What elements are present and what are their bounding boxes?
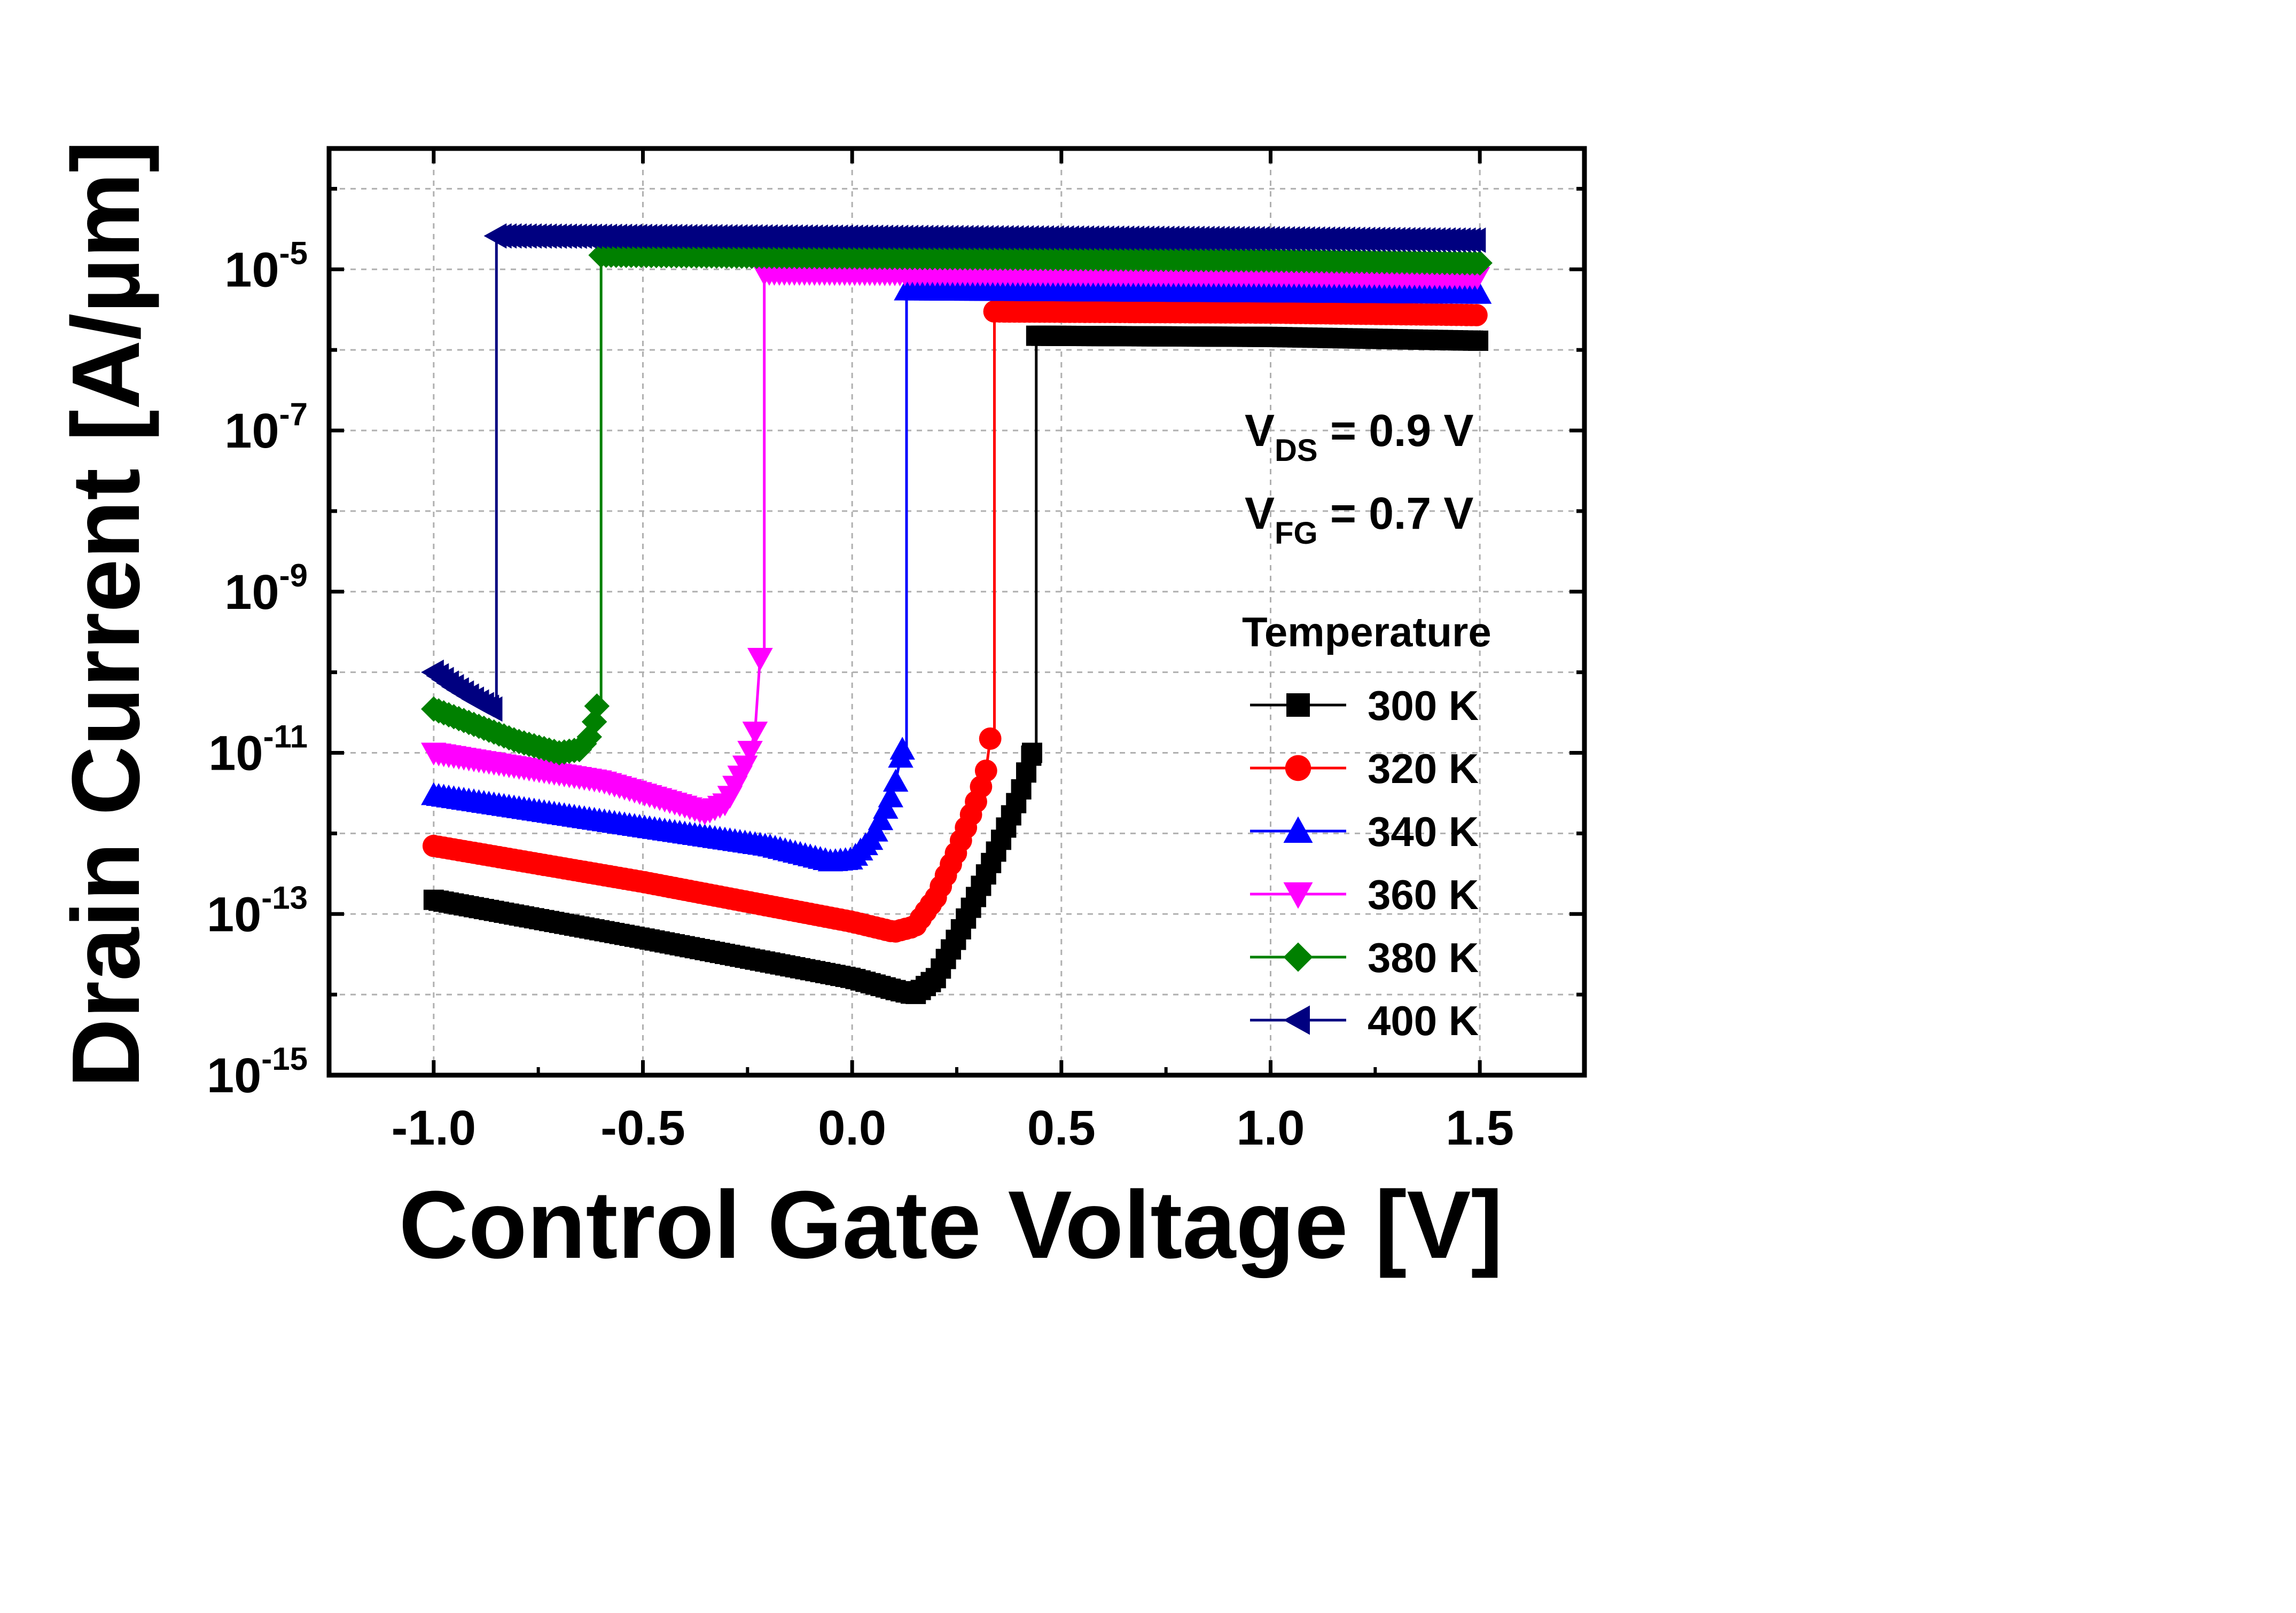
y-tick-base: 10 xyxy=(224,242,279,297)
legend-label: 320 K xyxy=(1368,745,1479,792)
legend-title: Temperature xyxy=(1242,608,1491,655)
annotation-fg: VFG = 0.7 V xyxy=(1245,488,1473,551)
annotation-symbol: V xyxy=(1245,488,1275,538)
annotation-subscript: FG xyxy=(1275,516,1318,551)
y-axis-title: Drain Current [A/µm] xyxy=(52,140,160,1088)
series-marker xyxy=(584,693,610,719)
series-marker xyxy=(1283,816,1313,843)
legend-label: 300 K xyxy=(1368,682,1479,729)
label-layer: -1.0 -0.5 0.0 0.5 1.0 1.510-510-710-910-1110-… xyxy=(207,235,1514,1155)
y-tick-base: 10 xyxy=(208,726,263,781)
x-tick-label: 0.0 xyxy=(818,1101,886,1155)
series-marker xyxy=(581,709,607,735)
x-tick-label: -0.5 xyxy=(600,1101,685,1155)
series-marker xyxy=(742,722,768,745)
y-tick-base: 10 xyxy=(207,887,261,942)
legend-item: 380 K xyxy=(1250,934,1479,981)
series-marker xyxy=(1285,755,1311,781)
series-marker xyxy=(747,648,773,671)
annotation-value: = 0.9 V xyxy=(1318,405,1474,456)
series-340k xyxy=(421,277,1492,872)
series-320k xyxy=(422,300,1488,943)
x-tick-label: 1.0 xyxy=(1237,1101,1305,1155)
tick-layer xyxy=(327,148,1586,1077)
y-tick-label: 10-15 xyxy=(207,1041,308,1103)
y-tick-exponent: -15 xyxy=(261,1041,308,1077)
series-marker xyxy=(1465,304,1488,326)
series-400k xyxy=(421,223,1486,722)
legend-item: 320 K xyxy=(1250,745,1479,792)
series-marker xyxy=(479,696,503,722)
series-marker xyxy=(1283,1005,1310,1035)
y-tick-exponent: -11 xyxy=(263,719,308,755)
series-marker xyxy=(1286,693,1310,717)
legend-item: 400 K xyxy=(1250,997,1479,1044)
series-marker xyxy=(1468,330,1489,351)
legend: Temperature 300 K 320 K 340 K 360 K 380 K 400… xyxy=(1242,608,1491,1044)
annotation-ds: VDS = 0.9 V xyxy=(1245,405,1473,468)
legend-label: 380 K xyxy=(1368,934,1479,981)
series-marker xyxy=(979,727,1002,750)
y-tick-label: 10-11 xyxy=(208,719,308,781)
y-tick-exponent: -9 xyxy=(279,558,308,593)
x-tick-label: -1.0 xyxy=(392,1101,477,1155)
y-tick-base: 10 xyxy=(224,565,279,620)
annotation-value: = 0.7 V xyxy=(1318,488,1474,538)
legend-item: 300 K xyxy=(1250,682,1479,729)
x-tick-label: 1.5 xyxy=(1446,1101,1514,1155)
legend-label: 400 K xyxy=(1368,997,1479,1044)
series-380k xyxy=(421,242,1493,766)
series-marker xyxy=(1283,942,1313,972)
y-tick-exponent: -13 xyxy=(261,880,308,915)
annotation-subscript: DS xyxy=(1275,433,1318,468)
x-tick-label: 0.5 xyxy=(1027,1101,1096,1155)
legend-item: 340 K xyxy=(1250,808,1479,855)
annotation-symbol: V xyxy=(1245,405,1275,456)
series-marker xyxy=(1283,882,1313,909)
y-tick-exponent: -7 xyxy=(279,396,308,432)
series-marker xyxy=(1467,250,1493,276)
y-tick-exponent: -5 xyxy=(279,235,308,271)
series-layer xyxy=(421,223,1493,1004)
y-tick-label: 10-5 xyxy=(224,235,308,297)
y-tick-label: 10-13 xyxy=(207,880,308,942)
y-tick-label: 10-9 xyxy=(224,558,308,620)
y-tick-base: 10 xyxy=(224,404,279,458)
y-tick-label: 10-7 xyxy=(224,396,308,458)
legend-label: 340 K xyxy=(1368,808,1479,855)
x-axis-title: Control Gate Voltage [V] xyxy=(399,1171,1503,1279)
y-tick-base: 10 xyxy=(207,1048,261,1103)
legend-item: 360 K xyxy=(1250,871,1479,918)
series-marker xyxy=(737,741,763,764)
series-marker xyxy=(1463,227,1486,253)
series-300k xyxy=(423,325,1489,1004)
series-marker xyxy=(889,737,915,760)
series-marker xyxy=(1022,742,1042,763)
series-marker xyxy=(878,784,903,808)
series-marker xyxy=(1466,280,1492,304)
series-marker xyxy=(883,769,909,792)
legend-label: 360 K xyxy=(1368,871,1479,918)
series-marker xyxy=(974,759,997,782)
